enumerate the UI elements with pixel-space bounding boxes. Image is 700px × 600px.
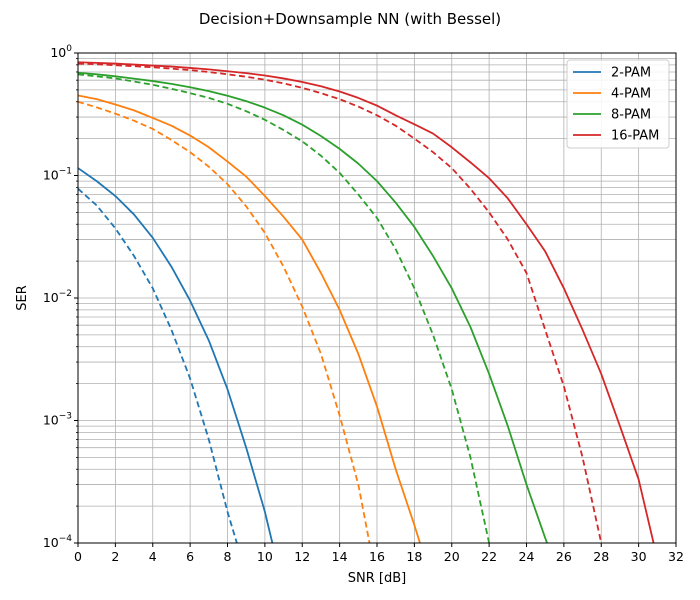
y-tick-label: 100 (50, 44, 72, 60)
y-tick-base: 10 (43, 168, 59, 183)
series-4-pam-solid-line (78, 94, 421, 543)
legend-label-2-pam: 2-PAM (611, 66, 651, 81)
legend-label-4-pam: 4-PAM (611, 87, 651, 102)
series-8-pam-dashed-line (78, 73, 491, 543)
x-tick-label: 14 (332, 549, 348, 564)
y-tick-exponent: −2 (59, 289, 72, 299)
x-tick-label: 26 (556, 549, 572, 564)
x-tick-label: 0 (74, 549, 82, 564)
x-tick-label: 4 (149, 549, 157, 564)
series-16-pam-dashed-line (78, 62, 603, 543)
y-tick-exponent: −1 (59, 167, 72, 177)
series-2-pam-solid-line (78, 167, 274, 543)
x-tick-label: 18 (406, 549, 422, 564)
legend-label-8-pam: 8-PAM (611, 108, 651, 123)
x-tick-label: 20 (444, 549, 460, 564)
series-8-pam-solid-line (78, 71, 548, 543)
x-axis-label: SNR [dB] (348, 571, 406, 586)
x-tick-label: 24 (519, 549, 535, 564)
legend-label-16-pam: 16-PAM (611, 129, 659, 144)
y-tick-label: 10−1 (43, 167, 72, 183)
legend: 2-PAM 4-PAM 8-PAM 16-PAM (566, 59, 670, 149)
x-tick-label: 8 (224, 549, 232, 564)
y-tick-exponent: −3 (59, 412, 72, 422)
y-tick-exponent: 0 (66, 44, 72, 54)
series-4-pam-dashed-line (78, 100, 371, 543)
x-tick-label: 12 (294, 549, 310, 564)
series-lines (78, 61, 655, 543)
y-tick-label: 10−2 (43, 289, 72, 305)
y-tick-base: 10 (50, 45, 66, 60)
x-tick-label: 32 (668, 549, 684, 564)
x-axis-ticks: 0 2 4 6 8 10 12 14 16 18 20 22 24 26 28 30 32 (74, 543, 684, 564)
series-2-pam-dashed-line (78, 188, 238, 543)
y-tick-label: 10−3 (43, 412, 72, 428)
legend-box (566, 59, 670, 149)
x-tick-label: 28 (593, 549, 609, 564)
chart-title: Decision+Downsample NN (with Bessel) (199, 10, 501, 28)
x-tick-label: 16 (369, 549, 385, 564)
series-16-pam-solid-line (78, 61, 655, 543)
y-axis-label: SER (15, 285, 30, 311)
x-tick-label: 2 (111, 549, 119, 564)
x-tick-label: 6 (186, 549, 194, 564)
y-tick-base: 10 (43, 535, 59, 550)
x-tick-label: 30 (631, 549, 647, 564)
y-tick-exponent: −4 (59, 534, 73, 544)
x-tick-label: 10 (257, 549, 273, 564)
y-tick-label: 10−4 (43, 534, 72, 550)
x-tick-label: 22 (481, 549, 497, 564)
y-tick-base: 10 (43, 413, 59, 428)
y-tick-base: 10 (43, 290, 59, 305)
